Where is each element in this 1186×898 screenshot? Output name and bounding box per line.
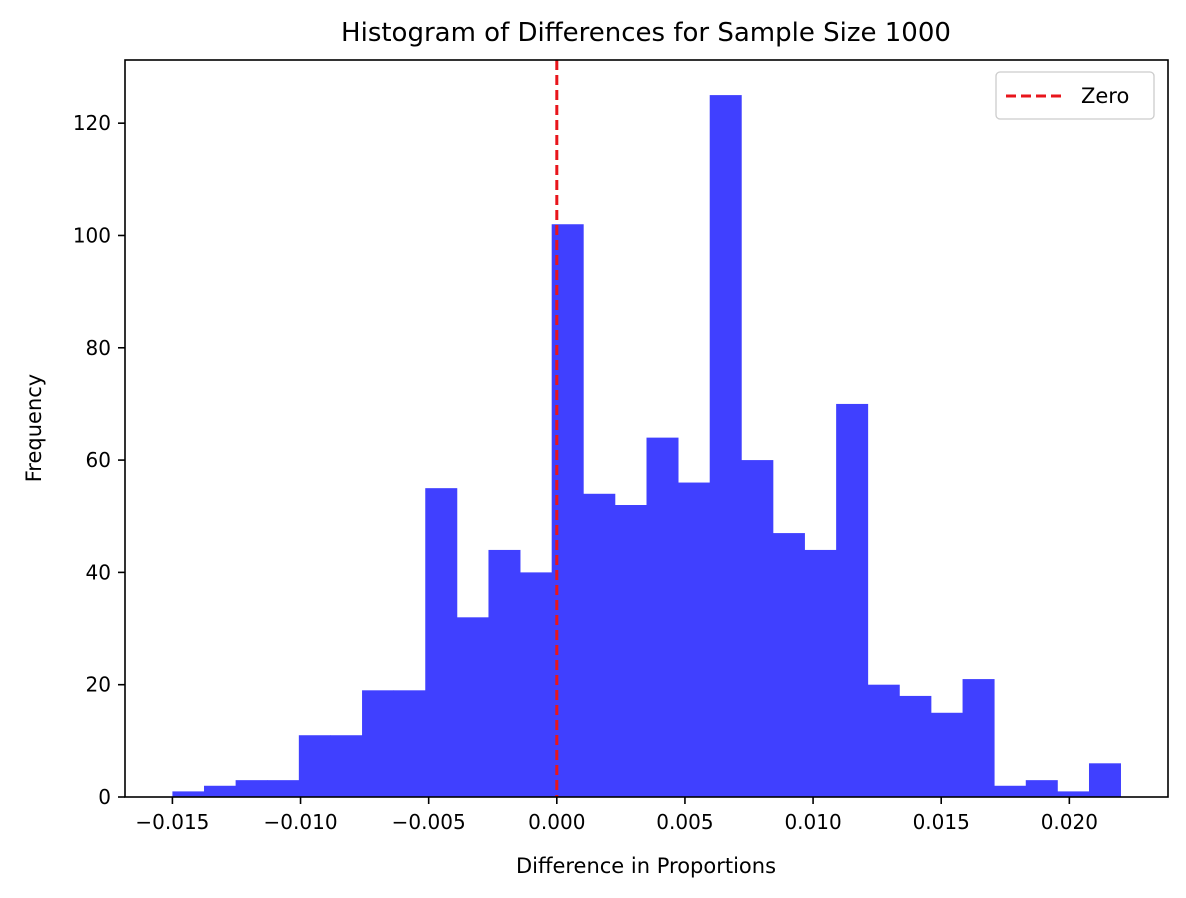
x-tick-label: −0.015 [135,810,209,834]
histogram-bar [962,679,995,797]
x-tick-label: 0.015 [913,810,970,834]
histogram-bar [204,785,237,797]
y-tick-label: 80 [86,336,111,360]
histogram-bar [362,690,395,797]
histogram-bar [235,780,268,797]
histogram-bar [583,493,616,797]
histogram-bar [1088,763,1121,797]
y-tick-label: 120 [73,111,111,135]
x-tick-label: 0.005 [656,810,713,834]
histogram-bar [741,460,774,797]
histogram-bar [709,95,742,798]
histogram-bar [1025,780,1058,797]
histogram-bars [172,95,1121,798]
histogram-bar [772,533,805,797]
legend: Zero [995,71,1155,120]
x-axis-ticks: −0.015 −0.010 −0.005 0.000 0.005 0.010 0.015 0.… [135,797,1098,834]
histogram-bar [330,735,363,797]
y-tick-label: 40 [86,560,111,584]
y-tick-label: 20 [86,673,111,697]
histogram-bar [488,549,521,797]
x-tick-label: 0.010 [784,810,841,834]
histogram-bar [456,617,489,797]
histogram-bar [899,695,932,797]
histogram-bar [267,780,300,797]
histogram-bar [1057,791,1090,797]
histogram-bar [520,572,553,797]
x-tick-label: −0.010 [264,810,338,834]
histogram-bar [867,684,900,797]
histogram-bar [298,735,331,797]
histogram-bar [425,488,458,797]
x-axis-label: Difference in Proportions [516,854,776,878]
histogram-bar [678,482,711,797]
histogram-bar [930,712,963,797]
y-tick-label: 100 [73,223,111,247]
histogram-bar [836,403,869,797]
axes-frame [124,59,1169,798]
y-tick-label: 60 [86,448,111,472]
y-axis-label: Frequency [22,374,46,483]
histogram-bar [994,785,1027,797]
legend-zero-label: Zero [1081,84,1129,108]
histogram-bar [614,505,647,797]
chart-title: Histogram of Differences for Sample Size… [341,18,951,48]
y-tick-label: 0 [98,785,111,809]
x-tick-label: 0.020 [1041,810,1098,834]
y-axis-ticks: 0 20 40 60 80 100 120 [73,111,125,809]
histogram-bar [646,437,679,797]
x-tick-label: −0.005 [392,810,466,834]
x-tick-label: 0.000 [528,810,585,834]
histogram-bar [393,690,426,797]
histogram-bar [804,549,837,797]
histogram-bar [172,791,205,797]
legend-box [995,71,1155,120]
